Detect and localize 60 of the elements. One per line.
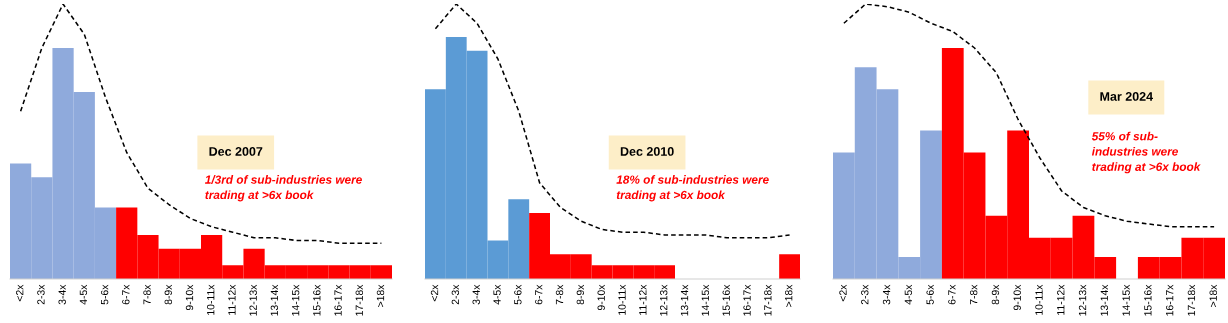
x-tick-label: 6-7x: [535, 284, 543, 305]
x-tick-label: 8-9x: [576, 284, 585, 305]
x-tick-label: <2x: [430, 284, 439, 302]
x-tick-label: 13-14x: [680, 284, 689, 316]
x-tick-label: 17-18x: [1187, 284, 1196, 316]
x-tick-label: 5-6x: [926, 284, 934, 305]
x-tick-label: 10-11x: [207, 284, 215, 315]
x-tick-label: 17-18x: [764, 284, 772, 316]
x-tick-label: >18x: [1209, 284, 1217, 307]
x-tick-label: 11-12x: [639, 284, 647, 315]
x-tick-label: 13-14x: [1100, 284, 1109, 316]
x-tick-label: 17-18x: [355, 284, 363, 316]
x-tick-label: >18x: [376, 284, 385, 307]
x-tick-label: 7-8x: [969, 284, 978, 305]
x-tick-label: 14-15x: [1122, 284, 1130, 316]
x-tick-label: 7-8x: [143, 284, 151, 305]
x-tick-label: 12-13x: [1078, 284, 1087, 316]
x-tick-label: 15-16x: [722, 284, 730, 316]
annotation: Dec 2007: [209, 147, 263, 156]
x-tick-label: 3-4x: [58, 284, 66, 305]
annotation: Mar 2024: [1100, 92, 1153, 101]
x-tick-label: 8-9x: [991, 284, 1000, 305]
x-tick-label: >18x: [785, 284, 793, 307]
x-tick-label: 2-3x: [451, 284, 460, 305]
x-tick-label: 14-15x: [701, 284, 710, 316]
x-tick-label: 5-6x: [514, 284, 522, 305]
x-tick-label: 13-14x: [270, 284, 279, 316]
x-tick-label: 16-17x: [334, 284, 342, 316]
x-tick-label: 9-10x: [1013, 284, 1021, 311]
x-tick-label: 9-10x: [185, 284, 194, 311]
x-tick-label: 11-12x: [1057, 284, 1065, 315]
x-tick-label: 2-3x: [37, 284, 45, 305]
x-tick-label: 4-5x: [904, 284, 913, 305]
x-tick-label: 14-15x: [292, 284, 300, 316]
x-tick-label: 4-5x: [493, 284, 501, 305]
x-tick-label: 6-7x: [948, 284, 956, 305]
x-tick-label: 11-12x: [228, 284, 236, 315]
x-tick-label: 7-8x: [555, 284, 564, 305]
x-tick-label: 3-4x: [472, 284, 480, 305]
x-tick-label: 15-16x: [313, 284, 321, 316]
x-tick-label: 12-13x: [660, 284, 668, 316]
annotation: 18% of sub-industries were trading at >6x book: [616, 175, 769, 202]
annotation: 1/3rd of sub-industries were trading at >6x book: [205, 175, 362, 202]
annotation: Dec 2010: [620, 147, 674, 156]
x-tick-label: 2-3x: [861, 284, 869, 305]
x-tick-label: 8-9x: [164, 284, 172, 305]
x-tick-label: 6-7x: [122, 284, 130, 305]
x-tick-label: 15-16x: [1144, 284, 1152, 316]
x-tick-label: <2x: [839, 284, 847, 302]
x-tick-label: 16-17x: [1165, 284, 1174, 316]
x-tick-label: 10-11x: [618, 284, 626, 315]
x-tick-label: 3-4x: [882, 284, 891, 305]
x-tick-label: 5-6x: [100, 284, 109, 305]
x-tick-label: 10-11x: [1035, 284, 1043, 315]
x-tick-label: 4-5x: [79, 284, 88, 305]
annotation: 55% of sub- industries were trading at >6x book: [1091, 131, 1201, 174]
x-tick-label: 12-13x: [249, 284, 257, 316]
x-tick-label: 9-10x: [597, 284, 605, 311]
x-tick-label: 16-17x: [743, 284, 751, 316]
x-tick-label: <2x: [16, 284, 24, 302]
